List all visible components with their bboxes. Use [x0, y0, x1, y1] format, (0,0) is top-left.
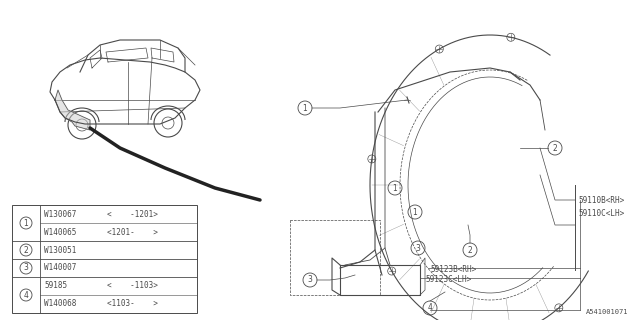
Text: W140007: W140007: [44, 263, 76, 273]
Text: 1: 1: [303, 103, 307, 113]
Text: 3: 3: [415, 244, 420, 252]
Text: W140065: W140065: [44, 228, 76, 236]
Text: 59123B<RH>: 59123B<RH>: [430, 266, 476, 275]
Text: <    -1103>: < -1103>: [107, 282, 158, 291]
Text: W140068: W140068: [44, 300, 76, 308]
Text: 1: 1: [392, 183, 397, 193]
Text: 59110C<LH>: 59110C<LH>: [578, 209, 624, 218]
Text: <1201-    >: <1201- >: [107, 228, 158, 236]
Text: W130067: W130067: [44, 210, 76, 219]
Bar: [12, 205, 197, 313]
Text: W130051: W130051: [44, 245, 76, 254]
Text: 3: 3: [24, 263, 28, 273]
Text: 3: 3: [308, 276, 312, 284]
Text: 59123C<LH>: 59123C<LH>: [425, 276, 471, 284]
Text: 59110B<RH>: 59110B<RH>: [578, 196, 624, 204]
Text: 2: 2: [468, 245, 472, 254]
Text: 4: 4: [428, 303, 433, 313]
Polygon shape: [55, 90, 90, 130]
Text: 4: 4: [24, 291, 28, 300]
Text: <    -1201>: < -1201>: [107, 210, 158, 219]
Text: 2: 2: [552, 143, 557, 153]
Text: 1: 1: [24, 219, 28, 228]
Text: <1103-    >: <1103- >: [107, 300, 158, 308]
Text: 1: 1: [413, 207, 417, 217]
Text: 59185: 59185: [44, 282, 67, 291]
Text: 2: 2: [24, 245, 28, 254]
Text: A541001071: A541001071: [586, 309, 628, 315]
